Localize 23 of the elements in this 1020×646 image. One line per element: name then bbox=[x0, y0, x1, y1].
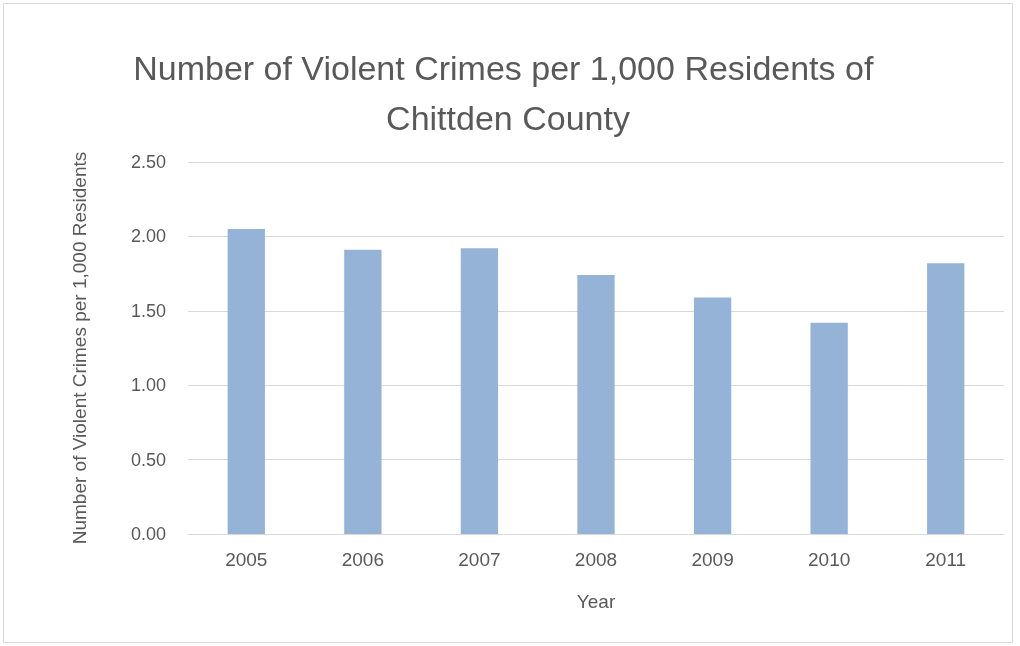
x-tick-label: 2006 bbox=[341, 549, 384, 570]
x-tick-label: 2009 bbox=[691, 549, 734, 570]
x-tick-label: 2010 bbox=[808, 549, 851, 570]
bar bbox=[344, 249, 382, 534]
bar bbox=[693, 297, 732, 534]
bar bbox=[460, 248, 499, 534]
x-tick-label: 2005 bbox=[225, 549, 268, 570]
y-tick-label: 0.00 bbox=[130, 524, 166, 544]
y-axis-title: Number of Violent Crimes per 1,000 Residents bbox=[68, 151, 90, 545]
x-axis-title: Year bbox=[576, 591, 616, 612]
x-tick-label: 2007 bbox=[458, 549, 501, 570]
y-tick-label: 1.00 bbox=[130, 375, 166, 396]
bar bbox=[577, 275, 615, 534]
x-tick-label: 2011 bbox=[925, 549, 967, 570]
y-tick-label: 2.00 bbox=[130, 226, 166, 247]
y-tick-label: 0.50 bbox=[130, 449, 166, 470]
bar bbox=[927, 263, 965, 534]
x-tick-label: 2008 bbox=[574, 549, 618, 570]
y-tick-label: 1.50 bbox=[130, 300, 166, 321]
bar bbox=[227, 228, 265, 534]
bar bbox=[810, 322, 848, 534]
y-tick-label: 2.50 bbox=[130, 152, 166, 172]
chart-title: Number of Violent Crimes per 1,000 Residents of Chittden County bbox=[133, 49, 883, 137]
